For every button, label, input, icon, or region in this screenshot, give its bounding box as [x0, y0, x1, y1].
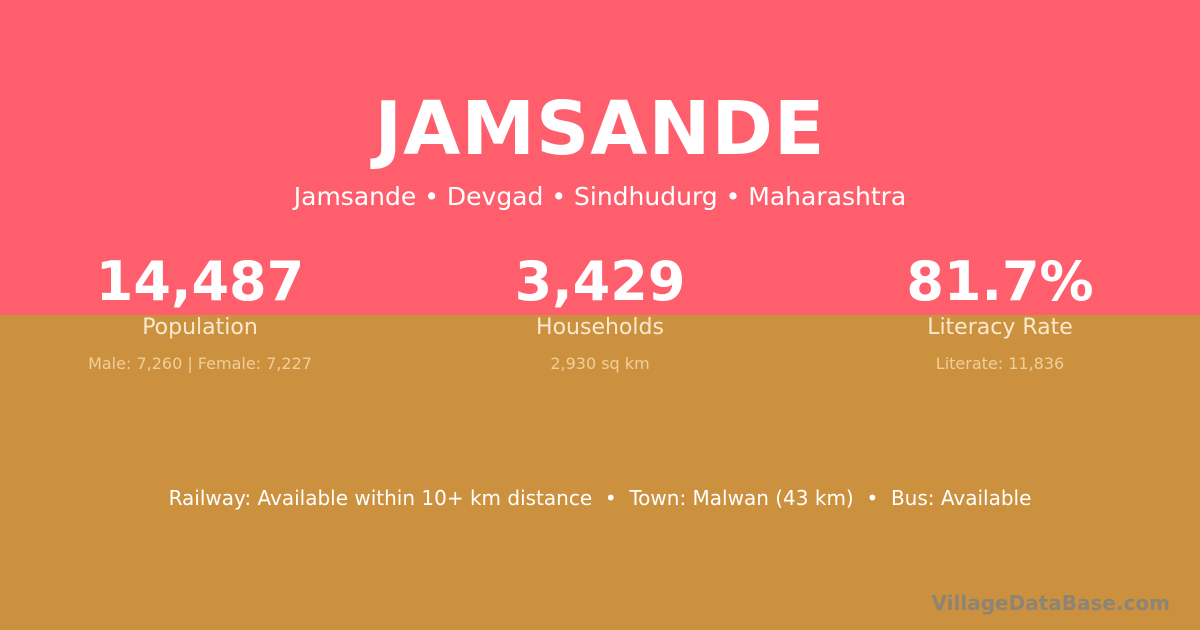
households-label: Households	[536, 315, 664, 340]
population-value: 14,487	[95, 250, 305, 313]
location-breadcrumb: Jamsande • Devgad • Sindhudurg • Maharas…	[293, 182, 907, 211]
village-title: JAMSANDE	[374, 86, 826, 172]
connectivity-info: Railway: Available within 10+ km distanc…	[168, 486, 1032, 510]
literacy-label: Literacy Rate	[927, 315, 1073, 340]
footer-band	[0, 315, 1200, 630]
header-band	[0, 0, 1200, 315]
literacy-detail: Literate: 11,836	[935, 354, 1065, 373]
households-detail: 2,930 sq km	[550, 354, 650, 373]
population-label: Population	[142, 315, 258, 340]
population-detail: Male: 7,260 | Female: 7,227	[88, 354, 312, 373]
households-value: 3,429	[514, 250, 686, 313]
watermark: VillageDataBase.com	[931, 591, 1170, 615]
literacy-value: 81.7%	[906, 250, 1094, 313]
